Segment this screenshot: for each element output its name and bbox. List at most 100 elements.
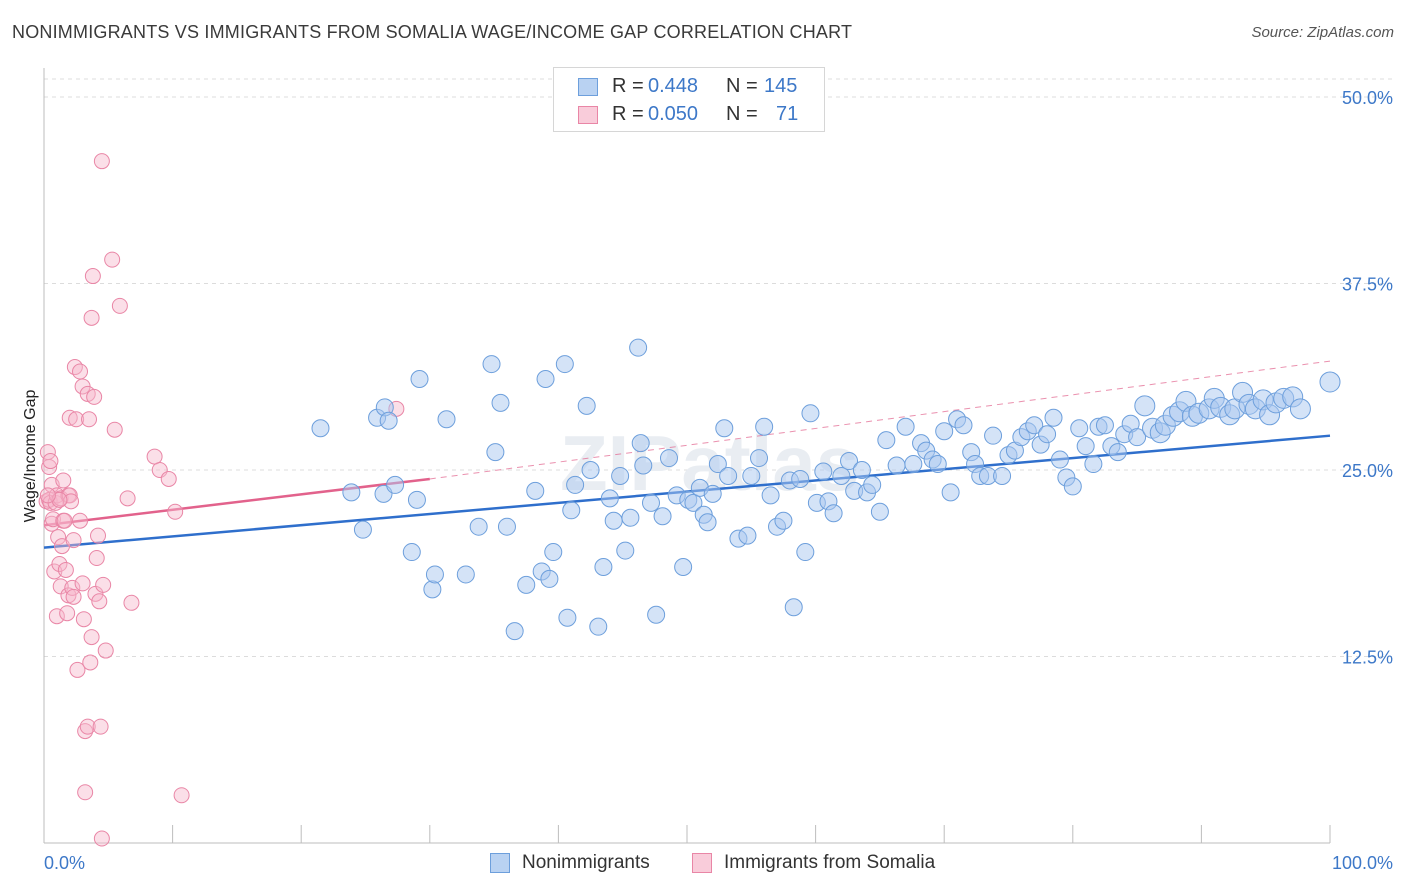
data-point-nonimmigrant [629, 338, 648, 357]
data-point-nonimmigrant [1063, 477, 1082, 496]
data-point-somalia [72, 363, 89, 380]
data-point-somalia [86, 388, 103, 405]
data-point-nonimmigrant [342, 483, 361, 502]
data-point-nonimmigrant [824, 504, 843, 523]
data-point-nonimmigrant [738, 526, 757, 545]
data-point-somalia [123, 594, 140, 611]
data-point-somalia [160, 470, 177, 487]
data-point-nonimmigrant [801, 404, 820, 423]
data-point-somalia [74, 575, 91, 592]
data-point-nonimmigrant [353, 520, 372, 539]
data-point-somalia [146, 448, 163, 465]
data-point-somalia [82, 654, 99, 671]
data-point-somalia [75, 611, 92, 628]
data-point-nonimmigrant [674, 557, 693, 576]
legend-swatch-blue [578, 78, 598, 96]
data-point-nonimmigrant [497, 517, 516, 536]
data-point-nonimmigrant [517, 575, 536, 594]
data-point-somalia [92, 718, 109, 735]
data-point-nonimmigrant [379, 411, 398, 430]
legend-swatch-pink [692, 853, 712, 873]
data-point-nonimmigrant [1108, 443, 1127, 462]
axes [43, 68, 1331, 844]
y-axis-label: Wage/Income Gap [22, 390, 39, 523]
data-point-somalia [68, 411, 85, 428]
legend-row-somalia: R = 0.050 N = 71 [554, 102, 824, 130]
legend-r-value: 0.448 [648, 75, 699, 97]
data-point-nonimmigrant [544, 543, 563, 562]
data-point-somalia [65, 588, 82, 605]
legend-r-label: R = [612, 75, 644, 97]
data-point-nonimmigrant [616, 541, 635, 560]
data-point-nonimmigrant [540, 569, 559, 588]
data-point-nonimmigrant [456, 565, 475, 584]
data-point-nonimmigrant [526, 481, 545, 500]
data-point-nonimmigrant [594, 557, 613, 576]
data-point-nonimmigrant [566, 475, 585, 494]
legend-r-value: 0.050 [648, 103, 699, 125]
data-point-somalia [84, 268, 101, 285]
data-point-somalia [81, 411, 98, 428]
data-point-nonimmigrant [870, 502, 889, 521]
data-point-somalia [61, 409, 78, 426]
data-point-nonimmigrant [719, 466, 738, 485]
tick-labels: 12.5% 25.0% 37.5% 50.0% 0.0% 100.0% [44, 88, 1393, 873]
data-point-nonimmigrant [1044, 408, 1063, 427]
data-point-nonimmigrant [402, 543, 421, 562]
data-point-nonimmigrant [386, 475, 405, 494]
data-point-nonimmigrant [1084, 455, 1103, 474]
data-point-somalia [42, 453, 59, 470]
data-point-nonimmigrant [774, 511, 793, 530]
data-point-nonimmigrant [555, 355, 574, 374]
data-point-nonimmigrant [993, 466, 1012, 485]
data-point-somalia [173, 787, 190, 804]
data-point-nonimmigrant [1050, 450, 1069, 469]
data-point-somalia [90, 527, 107, 544]
data-point-nonimmigrant [581, 461, 600, 479]
trend-line-somalia [43, 477, 430, 527]
y-tick-label: 25.0% [1342, 461, 1393, 481]
data-point-nonimmigrant [832, 466, 851, 485]
data-point-somalia [88, 550, 105, 567]
data-point-somalia [41, 459, 58, 476]
legend-swatch-blue [490, 853, 510, 873]
trend-line-somalia-extension [429, 360, 1331, 480]
legend-label: Immigrants from Somalia [724, 852, 936, 873]
data-point-nonimmigrant [604, 511, 623, 530]
data-point-nonimmigrant [558, 608, 577, 627]
data-point-nonimmigrant [935, 422, 954, 441]
data-point-somalia [77, 723, 94, 740]
data-point-somalia [48, 608, 65, 625]
data-point-nonimmigrant [887, 456, 906, 475]
data-point-somalia [63, 493, 80, 510]
data-point-nonimmigrant [1289, 398, 1311, 420]
data-point-nonimmigrant [1095, 416, 1114, 435]
data-point-somalia [72, 512, 89, 529]
data-point-nonimmigrant [703, 484, 722, 503]
data-point-nonimmigrant [904, 455, 923, 474]
data-point-somalia [167, 503, 184, 520]
x-tick-label: 0.0% [44, 853, 85, 873]
data-point-nonimmigrant [684, 493, 703, 512]
data-point-somalia [77, 784, 94, 801]
x-tick-label: 100.0% [1332, 853, 1393, 873]
data-point-somalia [51, 555, 68, 572]
data-point-nonimmigrant [715, 419, 734, 438]
data-point-nonimmigrant [708, 455, 727, 474]
data-point-nonimmigrant [634, 456, 653, 475]
data-point-somalia [104, 251, 121, 268]
data-point-nonimmigrant [1038, 425, 1057, 444]
data-point-somalia [97, 642, 114, 659]
grid-lines [44, 78, 1392, 657]
data-point-nonimmigrant [482, 355, 501, 374]
data-point-nonimmigrant [1134, 395, 1156, 417]
data-point-nonimmigrant [863, 475, 882, 494]
data-point-nonimmigrant [1319, 371, 1341, 393]
data-point-somalia [93, 830, 110, 847]
data-point-somalia [79, 718, 96, 735]
y-tick-label: 12.5% [1342, 648, 1393, 668]
data-point-somalia [57, 561, 74, 578]
correlation-legend: R = 0.448 N = 145 R = 0.050 N = 71 [553, 67, 825, 132]
data-point-nonimmigrant [647, 605, 666, 624]
